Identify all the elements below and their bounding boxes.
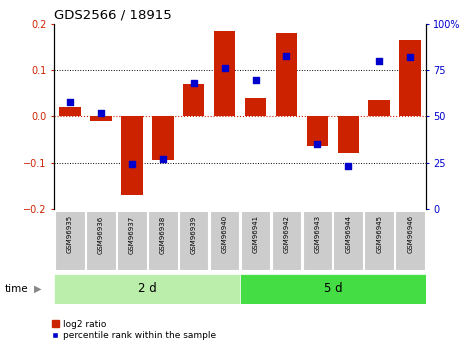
Point [221,66,228,71]
Text: GSM96938: GSM96938 [160,215,166,254]
FancyBboxPatch shape [117,211,147,270]
FancyBboxPatch shape [240,274,426,304]
FancyBboxPatch shape [272,211,301,270]
Bar [59,107,81,117]
FancyBboxPatch shape [86,211,116,270]
Point [97,110,105,116]
Point [66,99,74,105]
Point [252,77,259,82]
Text: 5 d: 5 d [324,283,342,295]
Point [128,162,136,167]
Text: 2 d: 2 d [138,283,157,295]
Text: GSM96937: GSM96937 [129,215,135,254]
FancyBboxPatch shape [333,211,363,270]
Text: GSM96941: GSM96941 [253,215,259,254]
Bar [121,117,142,195]
Point [406,55,414,60]
Point [314,141,321,147]
Bar [399,40,421,117]
Text: ▶: ▶ [34,284,42,294]
Text: time: time [5,284,28,294]
Legend: log2 ratio, percentile rank within the sample: log2 ratio, percentile rank within the s… [52,320,216,341]
Bar [338,117,359,153]
FancyBboxPatch shape [210,211,239,270]
Bar [276,33,298,117]
Text: GSM96942: GSM96942 [283,215,289,253]
Point [159,156,166,162]
Bar [214,31,236,117]
Text: GSM96945: GSM96945 [377,215,382,253]
Bar [90,117,112,121]
Text: GSM96939: GSM96939 [191,215,197,254]
Bar [152,117,174,160]
FancyBboxPatch shape [364,211,394,270]
Bar [368,100,390,117]
Bar [307,117,328,146]
FancyBboxPatch shape [179,211,209,270]
FancyBboxPatch shape [148,211,177,270]
FancyBboxPatch shape [395,211,425,270]
Point [376,58,383,64]
FancyBboxPatch shape [241,211,271,270]
FancyBboxPatch shape [55,211,85,270]
Text: GSM96936: GSM96936 [98,215,104,254]
Point [344,164,352,169]
Text: GSM96935: GSM96935 [67,215,73,254]
Text: GSM96946: GSM96946 [407,215,413,254]
Text: GSM96943: GSM96943 [315,215,320,254]
Text: GDS2566 / 18915: GDS2566 / 18915 [54,9,172,22]
Point [283,53,290,58]
FancyBboxPatch shape [54,274,240,304]
Text: GSM96944: GSM96944 [345,215,351,253]
Point [190,80,197,86]
Bar [183,84,204,117]
Bar [245,98,266,117]
FancyBboxPatch shape [303,211,332,270]
Text: GSM96940: GSM96940 [221,215,228,254]
